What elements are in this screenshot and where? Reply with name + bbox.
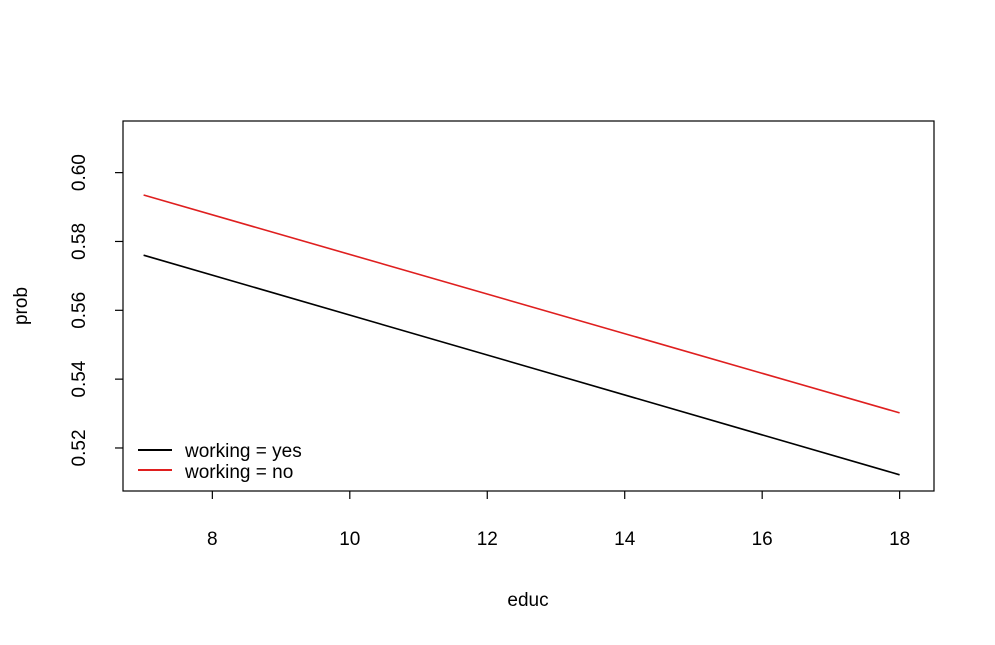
x-tick-label: 12 <box>477 529 498 550</box>
x-tick-label: 14 <box>614 529 636 550</box>
y-axis-label: prob <box>11 287 32 325</box>
series-line-working-no <box>143 194 900 414</box>
y-tick-label: 0.52 <box>69 429 90 466</box>
y-axis: 0.52 0.54 0.56 0.58 0.60 <box>69 154 123 466</box>
legend: working = yes working = no <box>138 441 302 483</box>
x-tick-label: 8 <box>207 529 218 550</box>
legend-label-working-yes: working = yes <box>184 441 302 462</box>
y-tick-label: 0.58 <box>69 223 90 260</box>
plot-frame <box>122 120 935 492</box>
y-tick-label: 0.54 <box>69 360 90 397</box>
y-tick-label: 0.56 <box>69 292 90 329</box>
y-tick-label: 0.60 <box>69 154 90 191</box>
series-line-working-yes <box>143 254 900 476</box>
x-axis: 8 10 12 14 16 18 <box>207 491 910 550</box>
x-tick-label: 16 <box>752 529 773 550</box>
series-layer <box>143 194 900 476</box>
x-tick-label: 10 <box>339 529 360 550</box>
legend-label-working-no: working = no <box>184 462 293 483</box>
x-axis-label: educ <box>507 590 548 611</box>
x-tick-label: 18 <box>889 529 910 550</box>
